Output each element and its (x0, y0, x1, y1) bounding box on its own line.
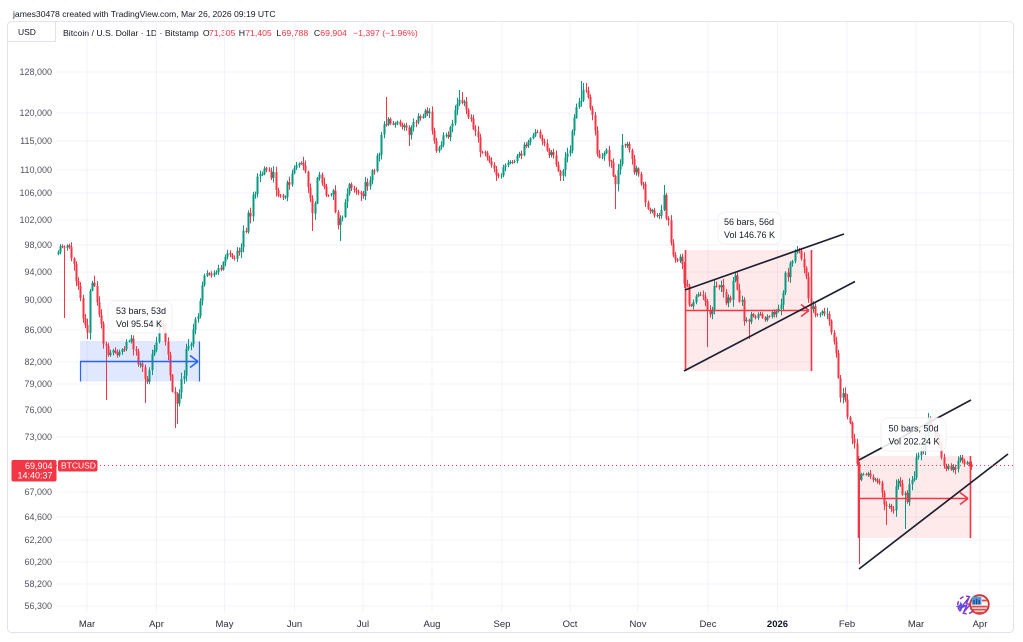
svg-text:58,200: 58,200 (24, 579, 52, 589)
svg-text:71,305: 71,305 (209, 28, 236, 38)
svg-text:115,000: 115,000 (20, 136, 52, 146)
svg-text:14:40:37: 14:40:37 (17, 471, 52, 481)
svg-text:128,000: 128,000 (19, 67, 52, 77)
svg-text:BTCUSD: BTCUSD (61, 461, 96, 471)
svg-text:Bitcoin / U.S. Dollar · 1D · B: Bitcoin / U.S. Dollar · 1D · Bitstamp (63, 28, 199, 38)
svg-text:82,000: 82,000 (24, 357, 52, 367)
svg-text:USD: USD (18, 27, 36, 37)
svg-text:Mar: Mar (908, 619, 924, 630)
svg-text:Oct: Oct (563, 619, 578, 630)
svg-text:94,000: 94,000 (24, 267, 52, 277)
svg-text:May: May (216, 619, 234, 630)
svg-text:56,300: 56,300 (24, 601, 52, 611)
svg-text:64,600: 64,600 (24, 512, 52, 522)
svg-text:Apr: Apr (149, 619, 164, 630)
svg-text:56 bars, 56d: 56 bars, 56d (724, 217, 774, 227)
svg-text:Apr: Apr (973, 619, 988, 630)
svg-text:C: C (314, 28, 320, 38)
svg-text:Vol 202.24 K: Vol 202.24 K (889, 437, 940, 447)
svg-text:110,000: 110,000 (20, 165, 52, 175)
svg-text:98,000: 98,000 (24, 240, 52, 250)
svg-text:Dec: Dec (700, 619, 717, 630)
svg-text:67,000: 67,000 (24, 487, 52, 497)
svg-text:−1,397 (−1.96%): −1,397 (−1.96%) (353, 28, 418, 38)
svg-text:69,904: 69,904 (320, 28, 347, 38)
svg-text:90,000: 90,000 (24, 295, 52, 305)
svg-text:Vol 146.76 K: Vol 146.76 K (724, 230, 775, 240)
svg-text:50 bars, 50d: 50 bars, 50d (889, 424, 939, 434)
svg-text:86,000: 86,000 (24, 325, 52, 335)
svg-text:Jul: Jul (357, 619, 369, 630)
svg-text:Sep: Sep (494, 619, 511, 630)
svg-text:Vol 95.54 K: Vol 95.54 K (116, 319, 162, 329)
svg-text:Nov: Nov (630, 619, 647, 630)
svg-text:73,000: 73,000 (24, 432, 52, 442)
svg-text:Mar: Mar (79, 619, 95, 630)
svg-text:120,000: 120,000 (19, 108, 52, 118)
svg-text:H: H (239, 28, 245, 38)
svg-text:Feb: Feb (839, 619, 855, 630)
svg-text:69,904: 69,904 (25, 461, 53, 471)
svg-text:62,200: 62,200 (24, 535, 52, 545)
svg-text:O: O (203, 28, 210, 38)
svg-text:james30478 created with Tradin: james30478 created with TradingView.com,… (12, 9, 276, 19)
svg-text:2026: 2026 (767, 619, 788, 630)
svg-text:106,000: 106,000 (19, 188, 52, 198)
svg-text:53 bars, 53d: 53 bars, 53d (116, 306, 166, 316)
svg-text:60,200: 60,200 (24, 557, 52, 567)
svg-text:71,405: 71,405 (245, 28, 272, 38)
svg-text:102,000: 102,000 (19, 215, 52, 225)
svg-text:76,000: 76,000 (24, 405, 52, 415)
svg-text:79,000: 79,000 (24, 379, 52, 389)
svg-text:L: L (276, 28, 281, 38)
svg-text:Aug: Aug (424, 619, 441, 630)
svg-text:Jun: Jun (287, 619, 302, 630)
